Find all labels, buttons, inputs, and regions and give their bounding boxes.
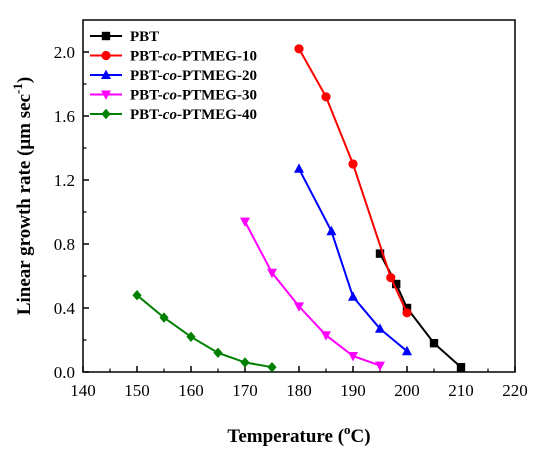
legend-marker [101, 69, 111, 79]
series-3 [240, 217, 385, 371]
legend-label: PBT [130, 29, 159, 45]
x-tick-label: 190 [340, 381, 366, 400]
legend-marker [101, 31, 111, 41]
data-point [186, 331, 196, 342]
legend-marker [101, 90, 111, 100]
data-point [402, 303, 412, 313]
legend-marker [101, 50, 111, 61]
data-point [375, 323, 385, 333]
data-point [294, 302, 304, 312]
series-line [379, 253, 462, 368]
y-tick-label: 0.0 [54, 363, 75, 382]
x-axis-title: Temperature (oC) [227, 422, 370, 447]
x-tick-label: 170 [232, 381, 258, 400]
legend-label: PBT-co-PTMEG-30 [130, 88, 257, 104]
y-tick-label: 0.8 [54, 235, 75, 254]
y-tick-label: 2.0 [54, 43, 75, 62]
data-point [326, 225, 337, 236]
y-tick-label: 1.2 [54, 171, 75, 190]
data-point [402, 345, 412, 356]
series-layer [132, 44, 466, 373]
x-tick-label: 220 [502, 381, 528, 400]
x-tick-label: 200 [394, 381, 420, 400]
data-point [348, 352, 358, 362]
data-point [240, 217, 250, 227]
data-point [402, 308, 412, 318]
legend-item: PBT-co-PTMEG-20 [90, 68, 257, 84]
y-tick-label: 0.4 [54, 299, 76, 318]
series-2 [294, 163, 412, 356]
data-point [213, 347, 223, 358]
axis-ticks [82, 51, 516, 373]
data-point [348, 159, 358, 169]
data-point [429, 339, 439, 348]
series-0 [375, 249, 466, 372]
data-point [375, 249, 385, 258]
data-point [386, 273, 396, 283]
data-point [321, 92, 331, 102]
series-line [244, 221, 381, 367]
series-1 [294, 44, 412, 318]
data-point [240, 357, 250, 368]
x-tick-label: 180 [286, 381, 312, 400]
data-point [321, 331, 331, 341]
data-point [375, 361, 385, 371]
data-point [294, 163, 304, 173]
legend-item: PBT-co-PTMEG-30 [90, 88, 257, 104]
x-tick-label: 160 [178, 381, 204, 400]
data-point [267, 268, 277, 279]
data-point [132, 290, 142, 301]
legend-marker [101, 108, 111, 120]
x-tick-label: 140 [70, 381, 96, 400]
x-tick-label: 210 [448, 381, 474, 400]
data-point [392, 279, 401, 289]
data-point [348, 291, 358, 301]
data-point [456, 363, 466, 372]
series-line [136, 294, 273, 369]
y-axis-title: Linear growth rate (μm sec-1) [10, 77, 35, 315]
data-point [294, 44, 304, 54]
series-4 [132, 290, 277, 373]
legend-label: PBT-co-PTMEG-20 [130, 68, 257, 84]
legend-item: PBT [90, 29, 159, 45]
legend: PBT PBT-co-PTMEG-10 PBT-co-PTMEG-20 PBT-co-… [90, 29, 257, 123]
x-tick-label: 150 [124, 381, 150, 400]
y-tick-label: 1.6 [54, 107, 75, 126]
data-point [267, 362, 277, 373]
legend-label: PBT-co-PTMEG-10 [130, 49, 257, 65]
axis-tick-labels: 140 150 160 170 180 190 200 210 220 0.0 0.4 0.8 1.2 1… [54, 43, 528, 400]
legend-item: PBT-co-PTMEG-10 [90, 49, 257, 65]
legend-label: PBT-co-PTMEG-40 [130, 107, 257, 123]
legend-item: PBT-co-PTMEG-40 [90, 107, 257, 123]
data-point [159, 312, 169, 323]
